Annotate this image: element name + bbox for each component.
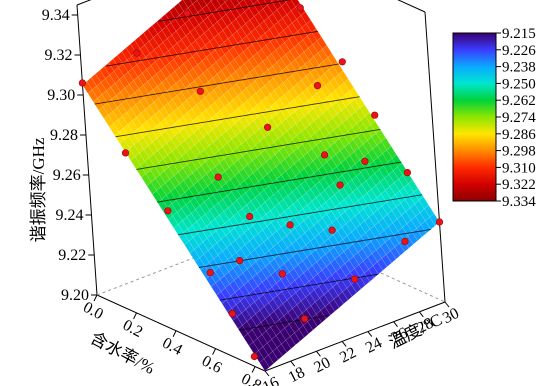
data-point [250, 352, 258, 361]
data-point [133, 49, 141, 57]
colorbar-tick-label: 9.286 [502, 127, 536, 143]
y-tick-label: 22 [337, 344, 359, 366]
contour-line [115, 96, 360, 138]
colorbar-tick-label: 9.215 [502, 26, 536, 42]
y-tick-mark [418, 311, 424, 318]
colorbar-tick-label: 9.238 [502, 60, 536, 76]
z-tick-label: 9.24 [55, 207, 83, 224]
axis-line-x [96, 294, 266, 372]
colorbar-tick-label: 9.322 [502, 177, 536, 193]
box-edge-right-vertical [424, 11, 446, 303]
data-point [286, 221, 294, 229]
data-point [78, 79, 86, 87]
contour-lines [94, 0, 431, 331]
data-point [196, 87, 204, 95]
z-tick-label: 9.20 [61, 287, 89, 304]
y-tick-mark [316, 350, 321, 357]
data-point [206, 269, 214, 277]
x-tick-mark [172, 330, 177, 337]
data-point [321, 151, 329, 159]
data-point [301, 315, 309, 323]
colorbar-tick-label: 9.250 [502, 76, 536, 92]
x-tick-mark [212, 348, 217, 355]
data-point [338, 58, 346, 66]
box-edge-floor-back [96, 225, 278, 296]
z-tick-label: 9.34 [42, 7, 70, 24]
x-tick-mark [251, 366, 256, 373]
surface-cell [210, 0, 213, 2]
contour-line [157, 161, 402, 203]
data-point [401, 237, 409, 245]
y-tick-label: 24 [363, 334, 385, 356]
y-tick-mark [444, 301, 450, 308]
surface-cell [270, 0, 274, 2]
data-point [403, 169, 412, 177]
axis-line-z [76, 4, 98, 296]
z-axis-label: 谐振频率/GHz [29, 137, 48, 242]
colorbar-tick-label: 9.310 [502, 160, 536, 176]
data-point [164, 207, 172, 215]
colorbar-tick-label: 9.274 [502, 110, 536, 126]
z-tick-label: 9.22 [58, 247, 86, 264]
data-point [278, 270, 287, 278]
z-tick-label: 9.28 [50, 127, 78, 144]
colorbar-tick-label: 9.226 [502, 43, 536, 59]
y-tick-mark [290, 360, 296, 367]
y-tick-label: 20 [311, 354, 333, 376]
contour-line [94, 63, 339, 105]
y-tick-label: 26 [389, 324, 411, 346]
colorbar-tick-label: 9.334 [502, 194, 536, 210]
x-tick-mark [133, 312, 137, 320]
surface-cell [223, 0, 229, 3]
surface-cell [236, 0, 244, 4]
colorbar: 9.2159.2269.2389.2509.2629.2749.2869.298… [452, 26, 536, 210]
y-axis-label: 温度/°C [386, 310, 445, 353]
x-tick-mark [93, 294, 98, 302]
data-point [435, 218, 444, 226]
y-tick-label: 18 [286, 364, 308, 386]
contour-line [238, 315, 329, 331]
contour-line [158, 0, 292, 22]
y-tick-label: 28 [414, 315, 436, 337]
x-tick-label: 0.6 [199, 352, 225, 376]
z-tick-label: 9.26 [53, 167, 81, 184]
data-point [336, 181, 344, 189]
data-point [214, 173, 222, 181]
data-point [371, 111, 379, 119]
colorbar-tick-label: 9.262 [502, 93, 536, 109]
x-tick-label: 0.2 [120, 317, 146, 341]
data-point [296, 4, 304, 12]
data-point [313, 81, 322, 90]
contour-line [178, 194, 423, 236]
y-tick-mark [341, 341, 347, 347]
contour-line [136, 128, 381, 170]
y-tick-label: 16 [260, 374, 282, 386]
data-point [183, 9, 191, 17]
x-axis-label: 含水率/% [87, 328, 158, 378]
contour-line [106, 30, 318, 67]
data-point [236, 257, 244, 265]
y-tick-mark [264, 370, 270, 377]
y-tick-mark [367, 331, 373, 337]
colorbar-swatch [452, 32, 497, 202]
data-point [264, 123, 272, 131]
data-point [246, 212, 254, 221]
y-tick-mark [393, 321, 398, 328]
x-tick-label: 0.4 [159, 335, 185, 359]
z-tick-label: 9.32 [44, 47, 72, 64]
data-points [78, 4, 444, 361]
data-point [228, 310, 236, 318]
y-tick-label: 30 [440, 305, 462, 327]
surface [82, 0, 440, 372]
colorbar-tick-label: 9.298 [502, 144, 536, 160]
z-tick-label: 9.30 [47, 87, 75, 104]
data-point [351, 275, 359, 283]
data-point [328, 226, 336, 234]
axis-line-y [264, 301, 446, 372]
data-point [361, 157, 369, 165]
data-point [121, 149, 130, 157]
